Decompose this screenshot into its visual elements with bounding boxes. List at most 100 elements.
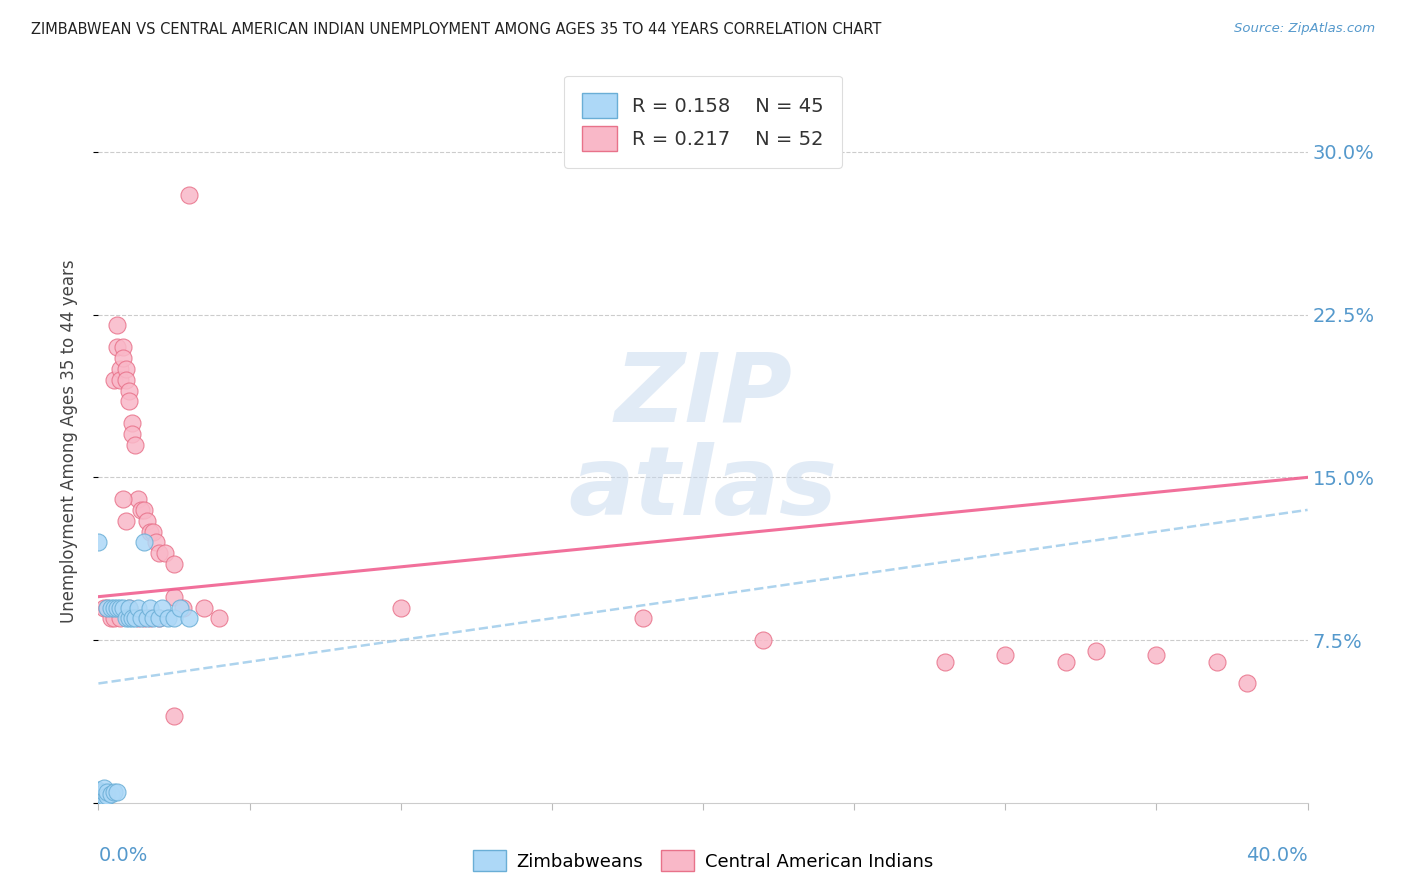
Point (100, 787, 122, 801)
Point (87, 789, 110, 804)
Point (179, 611, 201, 625)
Point (100, 611, 122, 625)
Point (148, 546, 170, 560)
Point (114, 514, 136, 528)
Point (103, 611, 125, 625)
Text: ZIMBABWEAN VS CENTRAL AMERICAN INDIAN UNEMPLOYMENT AMONG AGES 35 TO 44 YEARS COR: ZIMBABWEAN VS CENTRAL AMERICAN INDIAN UN… (31, 22, 882, 37)
Point (127, 600, 149, 615)
Point (87, 787, 110, 801)
Point (172, 600, 194, 615)
Point (631, 611, 654, 625)
Point (87, 796, 110, 810)
Legend: R = 0.158    N = 45, R = 0.217    N = 52: R = 0.158 N = 45, R = 0.217 N = 52 (564, 76, 842, 169)
Point (90, 789, 112, 804)
Point (121, 426, 143, 441)
Point (1236, 676, 1258, 690)
Point (145, 535, 167, 549)
Point (121, 611, 143, 625)
Point (752, 633, 775, 648)
Point (139, 524, 162, 539)
Point (994, 648, 1017, 663)
Point (114, 611, 136, 625)
Point (108, 611, 131, 625)
Point (111, 491, 134, 506)
Point (87, 794, 110, 808)
Point (87, 535, 110, 549)
Point (96, 600, 118, 615)
Point (105, 318, 128, 333)
Point (90, 796, 112, 810)
Point (103, 373, 125, 387)
Point (124, 611, 146, 625)
Point (114, 373, 136, 387)
Point (153, 546, 176, 560)
Point (132, 503, 155, 517)
Point (93, 785, 115, 799)
Text: ZIP: ZIP (614, 349, 792, 442)
Text: atlas: atlas (568, 442, 838, 534)
Point (87, 791, 110, 805)
Point (129, 503, 152, 517)
Point (87, 796, 110, 810)
Y-axis label: Unemployment Among Ages 35 to 44 years: Unemployment Among Ages 35 to 44 years (59, 260, 77, 624)
Point (87, 785, 110, 799)
Point (163, 709, 186, 723)
Point (100, 600, 122, 615)
Text: Source: ZipAtlas.com: Source: ZipAtlas.com (1234, 22, 1375, 36)
Point (132, 611, 155, 625)
Point (208, 611, 231, 625)
Point (135, 514, 157, 528)
Point (96, 789, 118, 804)
Point (90, 785, 112, 799)
Point (93, 600, 115, 615)
Text: 0.0%: 0.0% (98, 847, 148, 865)
Point (1054, 655, 1077, 669)
Point (163, 590, 186, 604)
Text: 40.0%: 40.0% (1246, 847, 1308, 865)
Point (142, 524, 165, 539)
Point (163, 557, 186, 571)
Point (139, 611, 162, 625)
Point (132, 535, 155, 549)
Point (1085, 644, 1108, 658)
Point (148, 611, 170, 625)
Point (108, 600, 131, 615)
Point (135, 611, 157, 625)
Point (111, 600, 134, 615)
Point (96, 785, 118, 799)
Point (156, 611, 179, 625)
Point (124, 438, 146, 452)
Point (93, 789, 115, 804)
Point (142, 611, 165, 625)
Point (1206, 655, 1229, 669)
Point (114, 362, 136, 376)
Point (163, 611, 186, 625)
Point (111, 351, 134, 365)
Point (139, 600, 162, 615)
Point (121, 416, 143, 430)
Point (96, 600, 118, 615)
Point (148, 611, 170, 625)
Point (105, 785, 128, 799)
Point (1144, 648, 1167, 663)
Point (118, 600, 141, 615)
Point (118, 600, 141, 615)
Point (93, 780, 115, 795)
Point (129, 611, 152, 625)
Point (389, 600, 412, 615)
Point (105, 340, 128, 354)
Point (127, 611, 149, 625)
Point (108, 362, 131, 376)
Point (934, 655, 956, 669)
Point (118, 384, 141, 398)
Point (87, 782, 110, 797)
Point (111, 340, 134, 354)
Point (103, 600, 125, 615)
Point (169, 600, 191, 615)
Point (193, 600, 215, 615)
Point (105, 600, 128, 615)
Point (150, 600, 173, 615)
Point (103, 785, 125, 799)
Point (118, 394, 141, 409)
Point (87, 796, 110, 810)
